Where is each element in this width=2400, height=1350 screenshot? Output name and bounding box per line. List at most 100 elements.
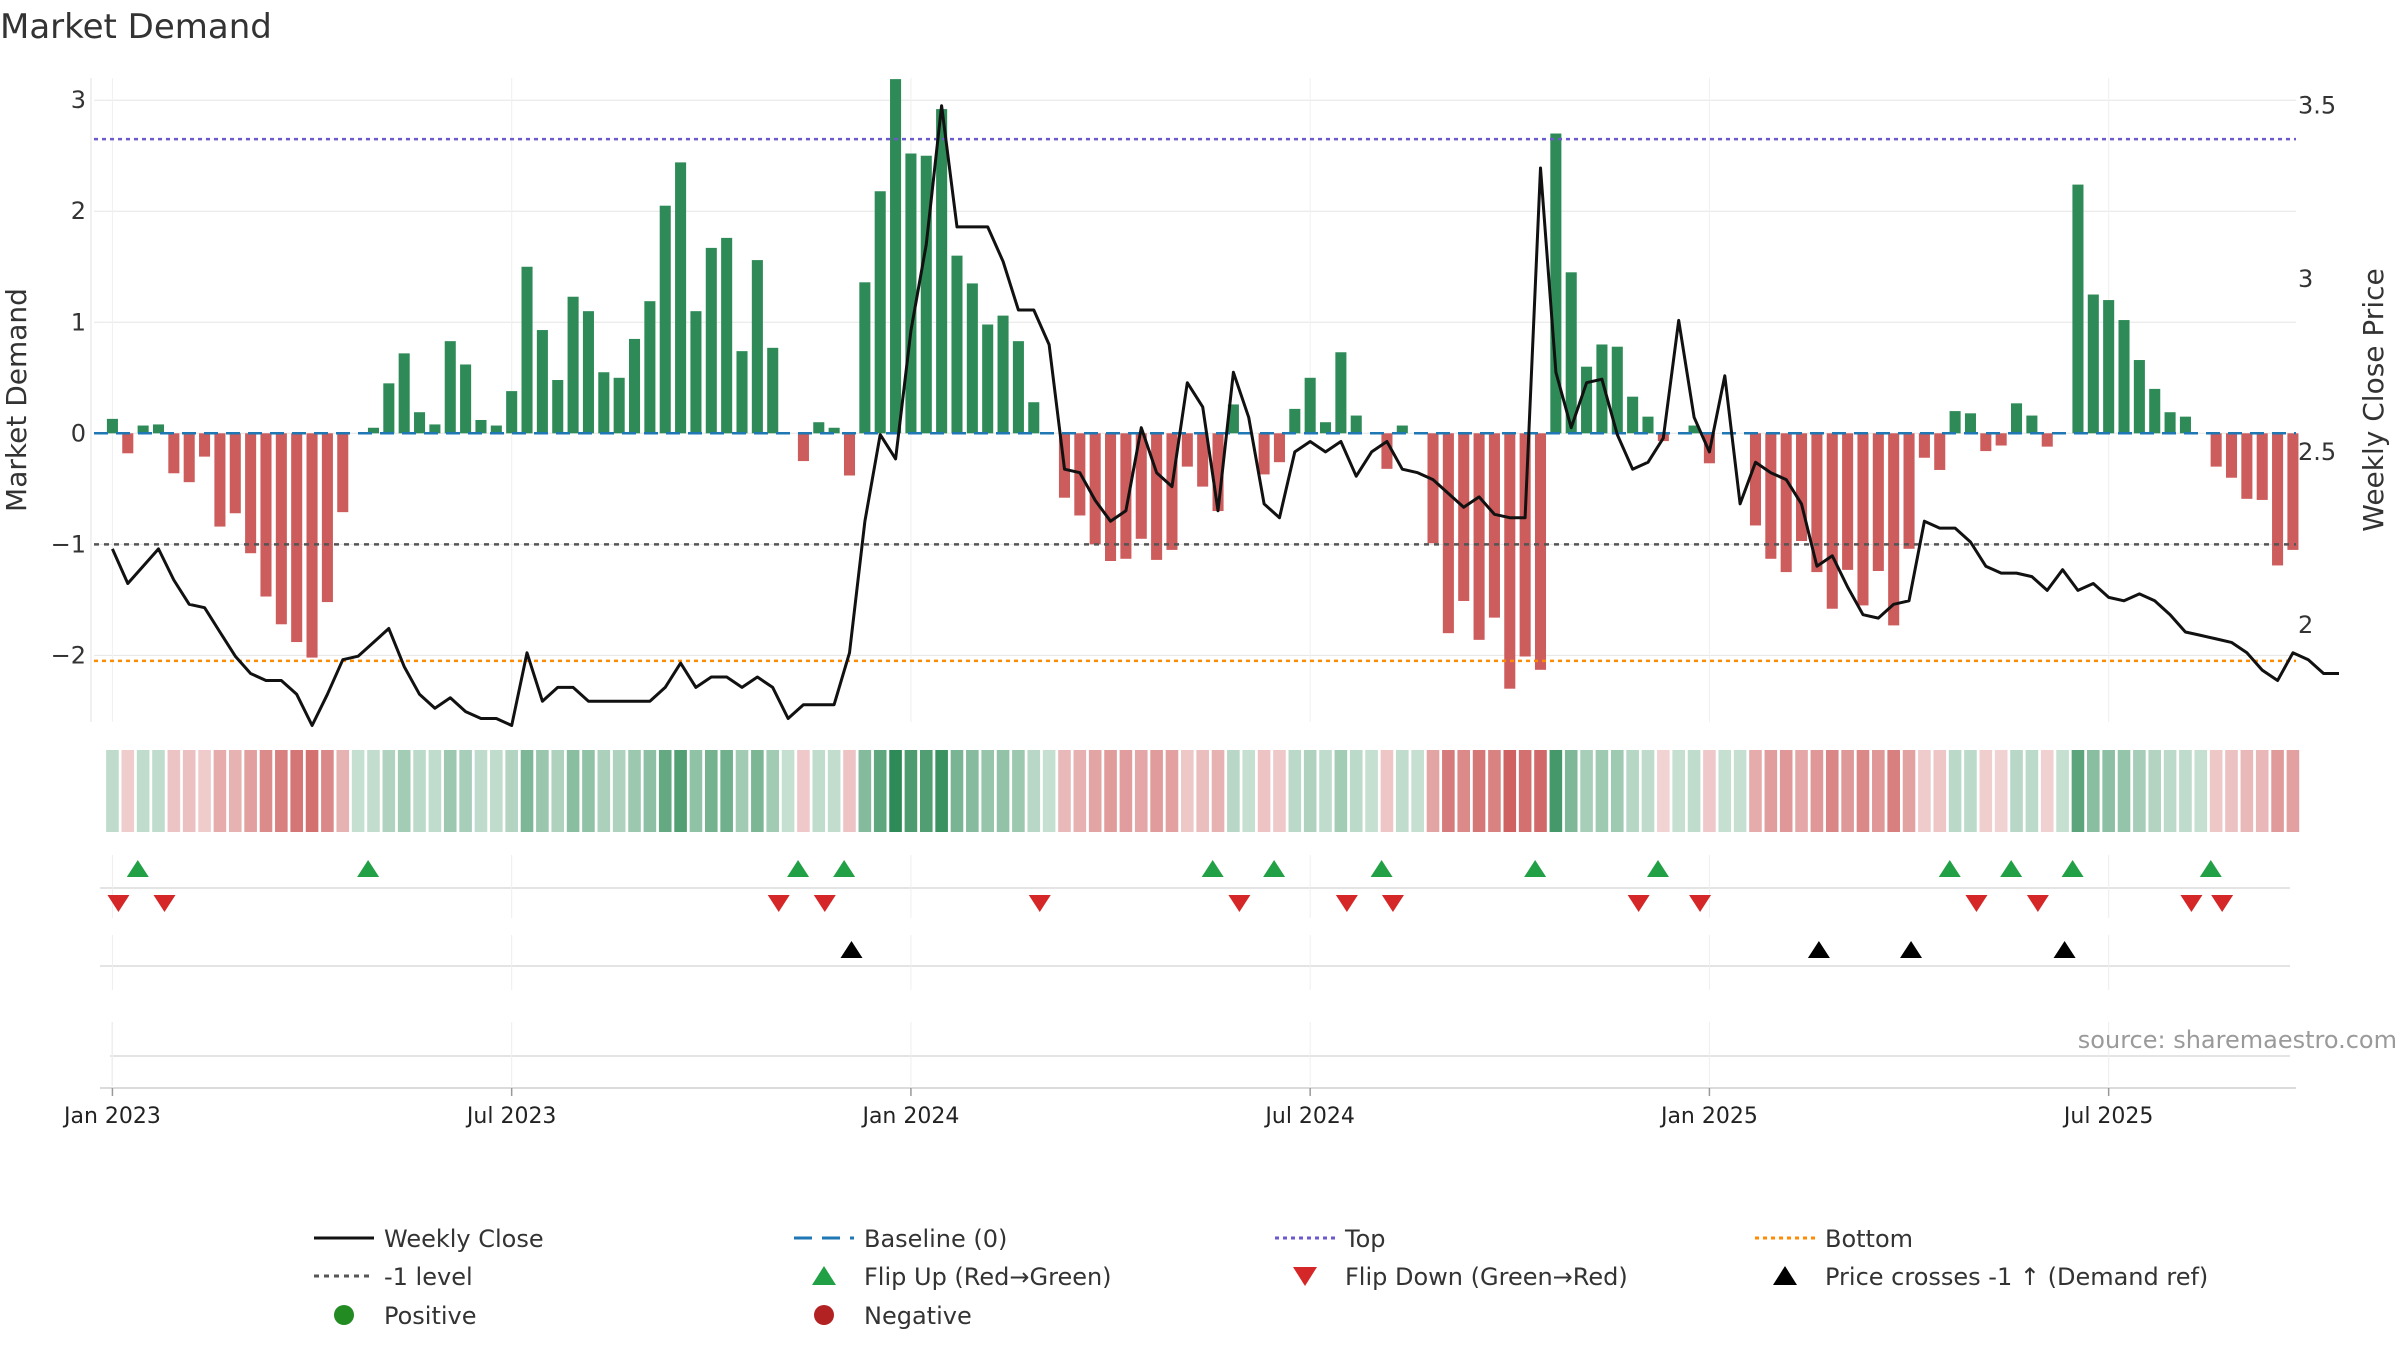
demand-bar-negative <box>1918 433 1930 458</box>
demand-bar-negative <box>1749 433 1762 526</box>
heat-cell <box>167 750 181 832</box>
flip-down-marker <box>1381 895 1404 912</box>
legend-item-minus1: -1 level <box>314 1263 473 1291</box>
demand-bar-positive <box>398 353 410 434</box>
heat-cell <box>1273 750 1286 832</box>
heat-cell <box>1058 750 1071 832</box>
heat-cell <box>1181 750 1194 832</box>
heat-cell <box>2133 750 2146 832</box>
demand-bar-positive <box>690 311 702 434</box>
heat-cell <box>336 750 350 832</box>
demand-bar-positive <box>506 391 518 434</box>
heat-cell <box>566 750 580 832</box>
legend-item-bottom: Bottom <box>1755 1225 1913 1253</box>
heat-cell <box>1411 750 1424 832</box>
legend-item-cross: Price crosses -1 ↑ (Demand ref) <box>1773 1263 2208 1291</box>
heat-cell <box>1134 750 1148 832</box>
heat-cell <box>1887 750 1900 832</box>
heat-cell <box>2025 750 2039 832</box>
demand-bar-positive <box>582 311 594 434</box>
heat-cell <box>259 750 273 832</box>
demand-bar-negative <box>1504 433 1516 689</box>
flip-down-marker <box>2180 895 2203 912</box>
cross-marker <box>1807 941 1830 958</box>
demand-bar-positive <box>905 153 917 434</box>
demand-bar-positive <box>1335 352 1347 434</box>
demand-bar-negative <box>337 433 349 513</box>
demand-bar-positive <box>2179 416 2191 434</box>
legend-swatch-cross <box>1773 1266 1797 1285</box>
demand-bar-negative <box>1458 433 1470 601</box>
demand-bar-positive <box>966 283 978 434</box>
x-tick-label: Jul 2024 <box>1263 1104 1355 1129</box>
heat-cell <box>459 750 472 832</box>
heat-cell <box>1979 750 1993 832</box>
heat-cell <box>1503 750 1517 832</box>
demand-bar-negative <box>1765 433 1777 559</box>
legend-swatch-flip-up <box>812 1266 836 1285</box>
heat-cell <box>490 750 503 832</box>
legend-item-close: Weekly Close <box>314 1225 544 1253</box>
heat-cell <box>766 750 780 832</box>
heat-cell <box>1810 750 1824 832</box>
heat-cell <box>1825 750 1839 832</box>
heat-cell <box>1626 750 1639 832</box>
heat-cell <box>290 750 303 832</box>
demand-bar-positive <box>920 155 932 434</box>
demand-bar-positive <box>675 162 687 434</box>
flip-signal-panel <box>100 855 2290 918</box>
y-axis-label: Market Demand <box>0 288 33 512</box>
legend-label-flip_up: Flip Up (Red→Green) <box>864 1263 1112 1291</box>
demand-bar-positive <box>1611 346 1623 434</box>
demand-bar-positive <box>367 427 380 434</box>
demand-bar-negative <box>291 433 303 643</box>
y-tick-label: 0 <box>71 419 86 447</box>
demand-bar-negative <box>1903 433 1915 549</box>
demand-bar-positive <box>1949 411 1961 434</box>
heat-cell <box>1319 750 1332 832</box>
demand-bar-positive <box>767 347 779 434</box>
heat-cell <box>827 750 841 832</box>
heat-cell <box>152 750 165 832</box>
y-tick-label: −1 <box>51 530 86 558</box>
heat-cell <box>520 750 534 832</box>
demand-bar-positive <box>1627 396 1639 434</box>
heat-cell <box>797 750 810 832</box>
demand-bar-negative <box>2272 433 2284 566</box>
heat-cell <box>1549 750 1563 832</box>
demand-bar-negative <box>1166 433 1178 550</box>
legend-label-flip_down: Flip Down (Green→Red) <box>1345 1263 1628 1291</box>
demand-bar-negative <box>2241 433 2253 499</box>
flip-up-marker <box>1938 860 1961 877</box>
heat-cell <box>397 750 411 832</box>
heat-cell <box>136 750 150 832</box>
flip-down-marker <box>153 895 176 912</box>
heat-cell <box>1994 750 2008 832</box>
demand-bar-negative <box>2225 433 2238 478</box>
demand-bar-negative <box>1105 433 1117 561</box>
heat-cell <box>351 750 365 832</box>
heat-cell <box>428 750 442 832</box>
demand-bar-negative <box>843 433 856 476</box>
demand-bar-positive <box>444 341 456 434</box>
heat-cell <box>628 750 641 832</box>
heat-cell <box>1779 750 1793 832</box>
demand-bar-positive <box>874 191 886 434</box>
demand-bar-positive <box>1581 366 1593 434</box>
flip-down-marker <box>1028 895 1051 912</box>
flip-up-marker <box>833 860 856 877</box>
legend-item-flip_up: Flip Up (Red→Green) <box>812 1263 1112 1291</box>
flip-down-marker <box>1228 895 1251 912</box>
legend: Weekly Close Baseline (0) Top Bottom -1 leve… <box>314 1225 2208 1330</box>
y2-axis-label: Weekly Close Price <box>2357 268 2390 531</box>
demand-bar-negative <box>1089 433 1101 545</box>
demand-bar-positive <box>2026 415 2038 434</box>
heat-cell <box>1918 750 1931 832</box>
demand-bar-negative <box>1151 433 1163 560</box>
demand-bar-positive <box>1964 413 1976 434</box>
heat-cell <box>873 750 887 832</box>
demand-bar-negative <box>1258 433 1270 475</box>
heat-cell <box>1088 750 1102 832</box>
heat-cell <box>1872 750 1885 832</box>
